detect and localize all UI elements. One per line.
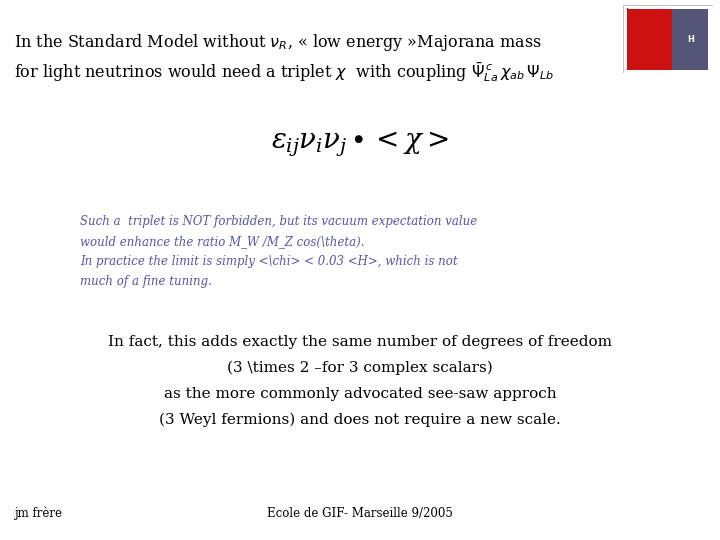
Text: much of a fine tuning.: much of a fine tuning.	[80, 275, 212, 288]
Text: Ecole de GIF- Marseille 9/2005: Ecole de GIF- Marseille 9/2005	[267, 507, 453, 520]
Bar	[672, 9, 708, 70]
Text: (3 \times 2 –for 3 complex scalars): (3 \times 2 –for 3 complex scalars)	[227, 361, 493, 375]
Text: would enhance the ratio M_W /M_Z cos(\theta).: would enhance the ratio M_W /M_Z cos(\th…	[80, 235, 364, 248]
Text: H: H	[687, 35, 694, 44]
Text: In fact, this adds exactly the same number of degrees of freedom: In fact, this adds exactly the same numb…	[108, 335, 612, 349]
Text: In practice the limit is simply <\chi> < 0.03 <H>, which is not: In practice the limit is simply <\chi> <…	[80, 255, 458, 268]
Text: $\epsilon_{ij}\nu_i\nu_j\bullet < \chi >$: $\epsilon_{ij}\nu_i\nu_j\bullet < \chi >…	[271, 130, 449, 159]
Text: Such a  triplet is NOT forbidden, but its vacuum expectation value: Such a triplet is NOT forbidden, but its…	[80, 215, 477, 228]
Polygon shape	[627, 9, 708, 70]
Text: jm frère: jm frère	[14, 507, 62, 520]
Text: In the Standard Model without $\nu_R$, « low energy »Majorana mass: In the Standard Model without $\nu_R$, «…	[14, 32, 541, 53]
Text: (3 Weyl fermions) and does not require a new scale.: (3 Weyl fermions) and does not require a…	[159, 413, 561, 427]
Text: for light neutrinos would need a triplet $\chi$  with coupling $\bar{\Psi}_{La}^: for light neutrinos would need a triplet…	[14, 60, 554, 84]
Text: as the more commonly advocated see-saw approch: as the more commonly advocated see-saw a…	[163, 387, 557, 401]
